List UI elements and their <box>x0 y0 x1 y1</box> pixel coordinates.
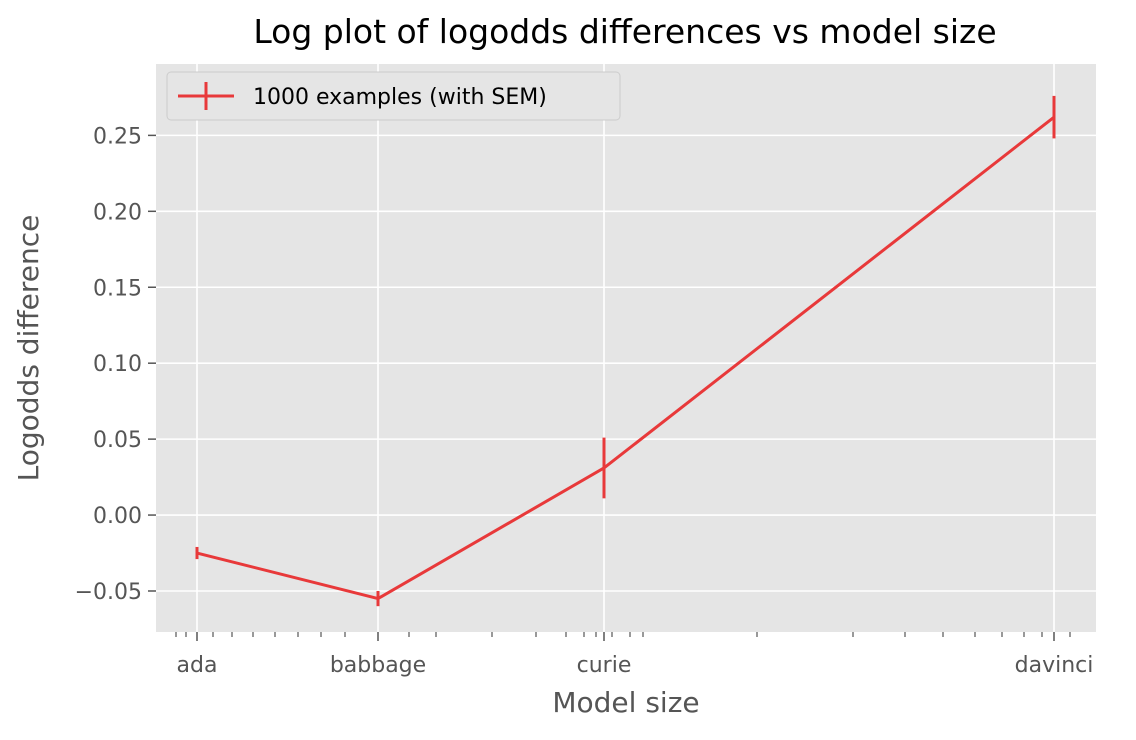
x-tick-label: davinci <box>1015 653 1094 678</box>
x-minor-ticks <box>175 632 1071 637</box>
y-tick-label: 0.10 <box>93 352 142 377</box>
chart-title: Log plot of logodds differences vs model… <box>253 12 996 51</box>
x-tick-label: ada <box>177 653 218 678</box>
series-line <box>196 115 1055 601</box>
grid-lines <box>156 64 1096 632</box>
y-axis-label: Logodds difference <box>12 215 45 482</box>
legend-label: 1000 examples (with SEM) <box>253 85 547 110</box>
legend: 1000 examples (with SEM) <box>166 71 621 121</box>
y-axis: −0.05 0.00 0.05 0.10 0.15 0.20 0.25 <box>75 124 156 605</box>
y-tick-label: 0.00 <box>93 504 142 529</box>
plot-area <box>156 64 1096 632</box>
y-tick-label: 0.25 <box>93 124 142 149</box>
legend-box <box>166 71 621 121</box>
y-tick-label: 0.20 <box>93 200 142 225</box>
x-tick-label: babbage <box>330 653 426 678</box>
y-tick-label: −0.05 <box>75 580 142 605</box>
x-axis-label: Model size <box>552 686 699 719</box>
y-tick-label: 0.15 <box>93 276 142 301</box>
x-tick-label: curie <box>577 653 632 678</box>
y-tick-label: 0.05 <box>93 428 142 453</box>
x-axis: ada babbage curie davinci <box>177 632 1094 678</box>
series-group <box>195 95 1056 607</box>
